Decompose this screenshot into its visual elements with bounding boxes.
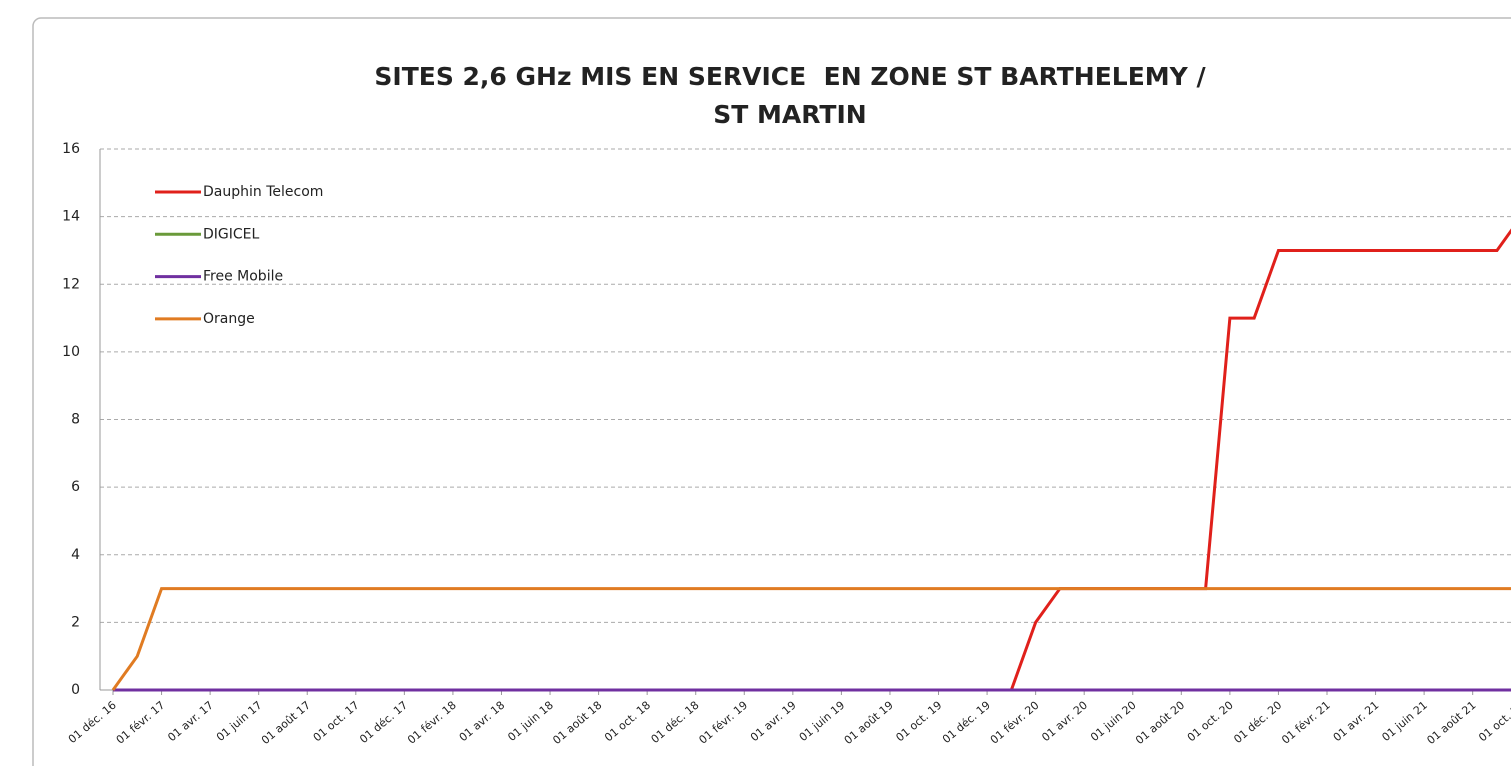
y-tick-label: 6 [71, 479, 80, 495]
y-tick-label: 4 [71, 547, 80, 563]
chart-title: ST MARTIN [713, 100, 866, 129]
legend-label: Free Mobile [203, 269, 283, 285]
y-tick-label: 16 [62, 141, 80, 157]
y-tick-label: 14 [62, 209, 80, 225]
legend-label: Dauphin Telecom [203, 184, 323, 200]
y-tick-label: 10 [62, 344, 80, 360]
chart-frame [32, 17, 1511, 766]
y-tick-label: 12 [62, 276, 80, 292]
legend-label: DIGICEL [203, 226, 260, 242]
legend-label: Orange [203, 311, 255, 327]
y-tick-label: 0 [71, 682, 80, 698]
chart-title: SITES 2,6 GHz MIS EN SERVICE EN ZONE ST … [374, 62, 1206, 91]
y-tick-label: 8 [71, 412, 80, 428]
series-line [111, 587, 1511, 691]
y-tick-label: 2 [71, 614, 80, 630]
